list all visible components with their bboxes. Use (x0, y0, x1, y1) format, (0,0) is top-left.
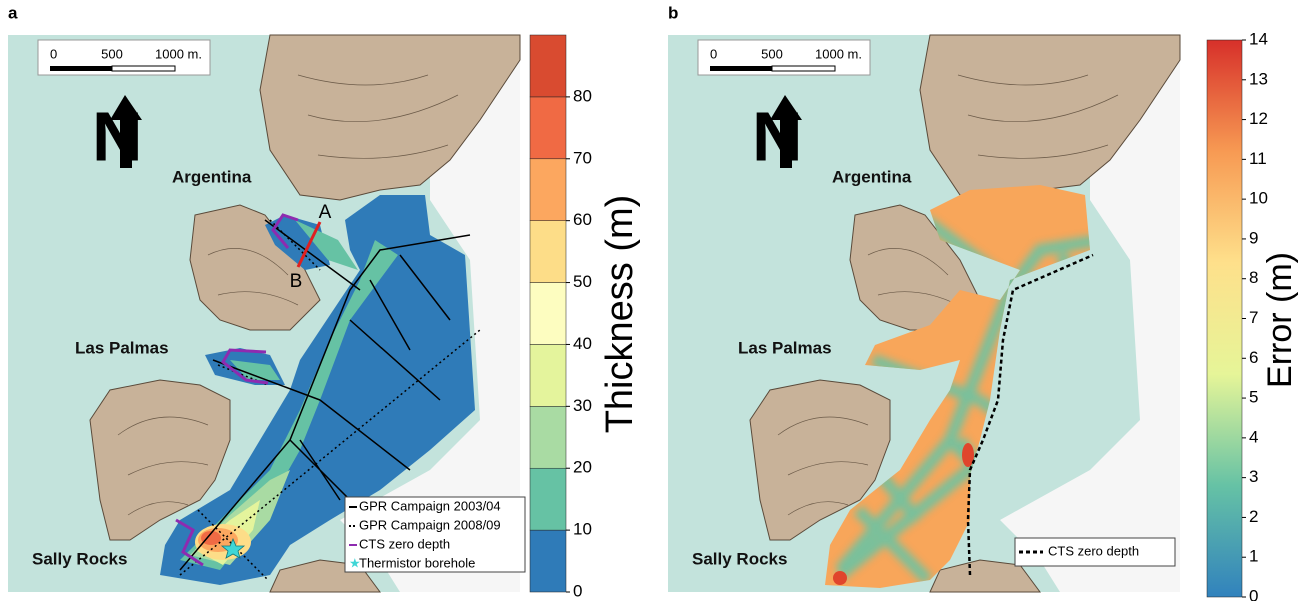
colorbar-tick-label: 4 (1249, 427, 1258, 446)
colorbar-tick-label: 10 (1249, 189, 1268, 208)
legend-label: Thermistor borehole (359, 555, 475, 570)
panel-label: b (668, 3, 678, 22)
legend-label: GPR Campaign 2003/04 (359, 498, 501, 513)
scale-bar-label: 500 (761, 46, 783, 61)
place-name: Sally Rocks (32, 549, 127, 568)
colorbar-label: Error (m) (1261, 252, 1299, 388)
colorbar-tick-label: 5 (1249, 388, 1258, 407)
colorbar-band (530, 159, 566, 221)
colorbar-tick-label: 30 (573, 396, 592, 415)
colorbar-tick-label: 11 (1249, 149, 1267, 168)
scale-bar-label: 1000 m. (155, 46, 202, 61)
scale-bar-black (710, 66, 772, 71)
colorbar-tick-label: 2 (1249, 507, 1258, 526)
profile-label: A (319, 202, 332, 223)
colorbar-tick-label: 13 (1249, 69, 1268, 88)
colorbar-tick-label: 9 (1249, 228, 1258, 247)
colorbar-tick-label: 14 (1249, 29, 1268, 48)
profile-label: B (290, 271, 303, 292)
legend-label: CTS zero depth (1048, 543, 1139, 558)
colorbar-label: Thickness (m) (599, 195, 641, 434)
colorbar (1207, 40, 1242, 597)
place-name: Las Palmas (738, 338, 832, 357)
panel-label: a (8, 3, 18, 22)
colorbar-tick-label: 50 (573, 272, 592, 291)
scale-bar-black (50, 66, 112, 71)
colorbar-tick-label: 20 (573, 458, 592, 477)
colorbar-tick-label: 6 (1249, 348, 1258, 367)
colorbar-band (530, 283, 566, 345)
legend-label: GPR Campaign 2008/09 (359, 517, 501, 532)
colorbar-band (530, 221, 566, 283)
colorbar-tick-label: 12 (1249, 109, 1268, 128)
colorbar-band (530, 530, 566, 592)
colorbar-tick-label: 70 (573, 148, 592, 167)
colorbar-tick-label: 3 (1249, 467, 1258, 486)
scale-bar-label: 0 (710, 46, 717, 61)
colorbar-tick-label: 80 (573, 86, 592, 105)
colorbar-band (530, 97, 566, 159)
colorbar-tick-label: 60 (573, 210, 592, 229)
scale-bar-label: 1000 m. (815, 46, 862, 61)
colorbar-tick-label: 8 (1249, 268, 1258, 287)
colorbar-band (530, 406, 566, 468)
place-name: Las Palmas (75, 338, 169, 357)
colorbar-band (530, 344, 566, 406)
figure: a05001000 m.NArgentinaLas PalmasSally Ro… (0, 0, 1306, 601)
colorbar-tick-label: 0 (1249, 586, 1258, 601)
colorbar-tick-label: 1 (1249, 547, 1258, 566)
place-name: Argentina (172, 167, 252, 186)
place-name: Argentina (832, 167, 912, 186)
place-name: Sally Rocks (692, 549, 787, 568)
scale-bar-label: 0 (50, 46, 57, 61)
scale-bar-white (112, 66, 175, 71)
colorbar-band (530, 35, 566, 97)
north-label: N (752, 97, 803, 175)
north-label: N (92, 97, 143, 175)
colorbar-tick-label: 0 (573, 581, 582, 600)
colorbar-tick-label: 7 (1249, 308, 1258, 327)
colorbar-band (530, 468, 566, 530)
scale-bar-label: 500 (101, 46, 123, 61)
legend-label: CTS zero depth (359, 536, 450, 551)
scale-bar-white (772, 66, 835, 71)
colorbar-tick-label: 40 (573, 334, 592, 353)
colorbar-tick-label: 10 (573, 520, 592, 539)
